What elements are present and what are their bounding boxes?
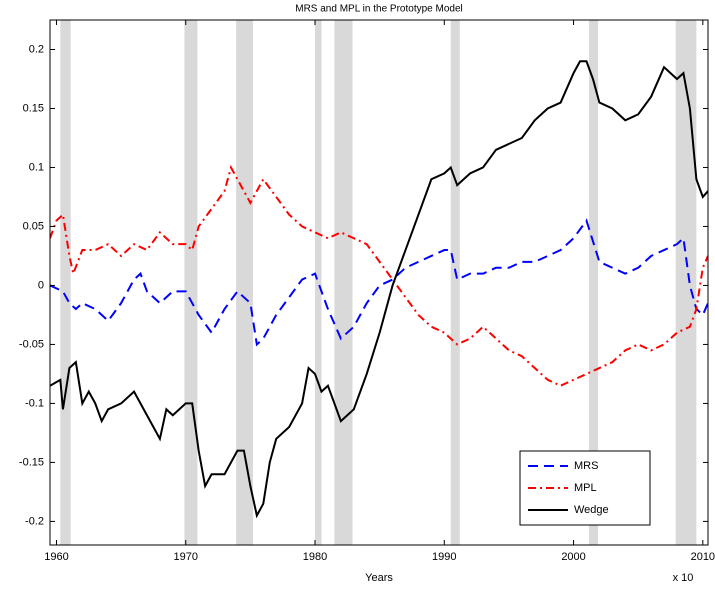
x-tick-label: 1990 <box>432 551 456 563</box>
series-line <box>50 60 708 519</box>
recession-band <box>60 20 71 545</box>
y-tick-label: 0.15 <box>23 102 44 114</box>
y-tick-label: 0.05 <box>23 220 44 232</box>
legend-label: MRS <box>574 460 598 472</box>
legend-label: MPL <box>574 482 597 494</box>
x-tick-label: 1970 <box>173 551 197 563</box>
x-tick-label: 1960 <box>44 551 68 563</box>
y-tick-label: -0.2 <box>25 515 44 527</box>
y-tick-label: 0.1 <box>29 161 44 173</box>
y-tick-label: 0.2 <box>29 43 44 55</box>
recession-band <box>334 20 353 545</box>
y-tick-label: -0.15 <box>19 456 44 468</box>
x-tick-label: 2000 <box>561 551 585 563</box>
chart-title: MRS and MPL in the Prototype Model <box>295 4 463 15</box>
x-axis-label: Years <box>365 572 393 584</box>
axes-box <box>49 19 709 546</box>
y-tick-label: 0 <box>38 279 44 291</box>
recession-band <box>184 20 198 545</box>
series-line <box>50 164 708 387</box>
x-tick-label: 2010 <box>691 551 715 563</box>
recession-band <box>450 20 460 545</box>
recession-band <box>315 20 322 545</box>
recession-band <box>589 20 599 545</box>
y-tick-label: -0.1 <box>25 397 44 409</box>
plot-area <box>50 20 708 545</box>
y-tick-label: -0.05 <box>19 338 44 350</box>
legend: MRS MPL Wedge <box>519 450 651 526</box>
axis-exponent: x 10 <box>673 572 694 584</box>
legend-label: Wedge <box>574 504 609 516</box>
series-line <box>50 218 708 347</box>
recession-band <box>675 20 697 545</box>
recession-band <box>236 20 253 545</box>
x-tick-label: 1980 <box>303 551 327 563</box>
